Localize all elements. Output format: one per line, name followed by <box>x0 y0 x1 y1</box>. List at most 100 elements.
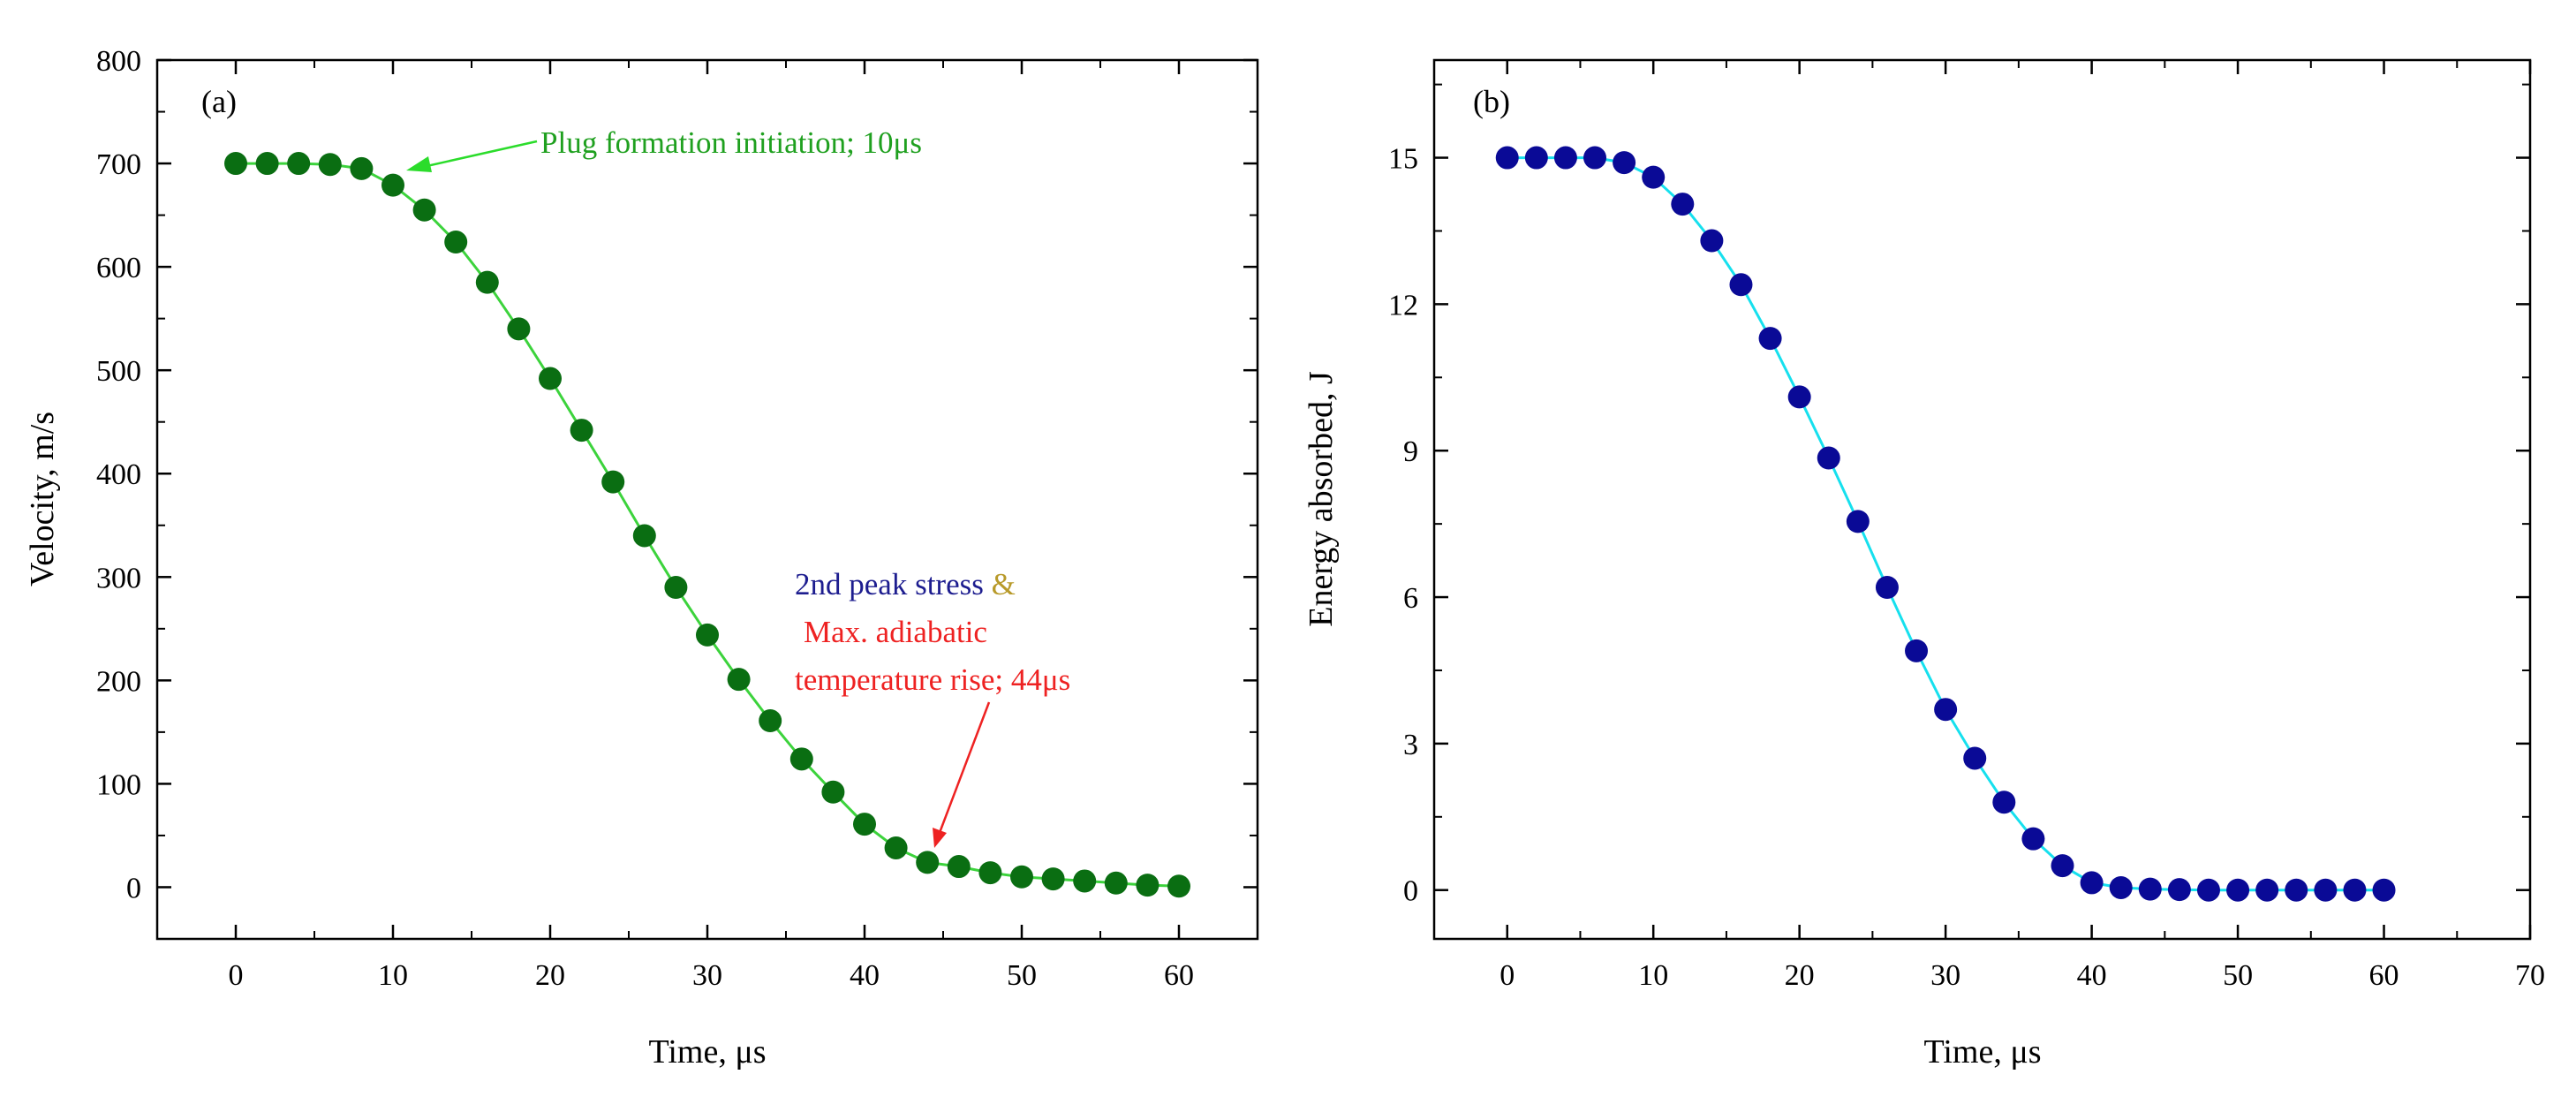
data-point <box>1934 698 1958 722</box>
data-point <box>2314 878 2338 902</box>
x-tick-label: 50 <box>1007 959 1037 992</box>
x-tick-label: 60 <box>2369 959 2399 992</box>
data-point <box>1729 273 1753 297</box>
data-point <box>2138 877 2162 901</box>
series-line <box>1507 156 2384 892</box>
data-point <box>507 317 531 341</box>
data-point <box>2021 827 2045 851</box>
panel-b-xlabel: Time, μs <box>1923 1033 2041 1071</box>
annotation-temperature-rise: temperature rise; 44μs <box>795 662 1070 697</box>
data-point <box>789 747 813 771</box>
data-point <box>2255 878 2279 902</box>
x-tick-label: 40 <box>850 959 880 992</box>
annotation-arrow-temperature <box>936 701 991 838</box>
data-point <box>2285 878 2308 902</box>
data-point <box>1700 229 1724 253</box>
data-point <box>255 152 279 176</box>
x-tick-label: 30 <box>1930 959 1960 992</box>
panel-a-annotations: Plug formation initiation; 10μs 2nd peak… <box>406 125 1070 848</box>
panel-a-points <box>224 152 1190 898</box>
x-tick-label: 10 <box>378 959 408 992</box>
data-point <box>350 156 374 180</box>
x-tick-label: 0 <box>1500 959 1515 992</box>
data-point <box>1758 327 1782 351</box>
data-point <box>539 367 562 390</box>
y-tick-label: 3 <box>1403 729 1418 761</box>
y-tick-label: 700 <box>96 148 141 181</box>
annotation-ampersand: & <box>992 567 1016 601</box>
y-tick-label: 400 <box>96 458 141 491</box>
data-point <box>381 173 404 197</box>
data-point <box>1104 871 1128 895</box>
data-point <box>884 836 908 859</box>
data-point <box>1671 193 1695 216</box>
data-point <box>224 152 247 176</box>
annotation-plug-formation: Plug formation initiation; 10μs <box>540 125 922 160</box>
annotation-max-adiabatic: Max. adiabatic <box>804 615 987 649</box>
data-point <box>318 153 342 177</box>
x-tick-label: 50 <box>2223 959 2253 992</box>
data-point <box>696 623 719 647</box>
data-point <box>1553 146 1577 170</box>
data-point <box>2372 878 2396 902</box>
data-point <box>632 524 656 548</box>
data-point <box>1992 791 2016 814</box>
data-point <box>1817 446 1840 470</box>
data-point <box>2167 878 2191 902</box>
panel-b: 0 10 20 30 40 50 60 70 0 3 6 9 12 15 (b) Time, μs Ene… <box>1303 58 2545 1071</box>
data-point <box>2226 878 2250 902</box>
data-point <box>2080 871 2104 895</box>
data-point <box>412 198 436 222</box>
panel-b-curve <box>1507 156 2384 892</box>
data-point <box>287 152 311 176</box>
data-point <box>444 231 468 254</box>
data-point <box>1583 146 1607 170</box>
annotation-arrowhead-plug-formation <box>406 156 432 172</box>
data-point <box>601 470 625 494</box>
data-point <box>1073 869 1097 893</box>
series-line <box>236 162 1180 888</box>
data-point <box>2109 875 2133 899</box>
x-tick-label: 70 <box>2515 959 2545 992</box>
y-tick-label: 100 <box>96 768 141 801</box>
y-tick-label: 500 <box>96 355 141 388</box>
data-point <box>1642 165 1666 189</box>
data-point <box>2196 878 2220 902</box>
panel-a-xlabel: Time, μs <box>648 1033 766 1071</box>
y-tick-label: 0 <box>1403 875 1418 908</box>
data-point <box>475 270 499 294</box>
data-point <box>1613 151 1636 175</box>
data-point <box>1524 146 1548 170</box>
annotation-peak-stress: 2nd peak stress <box>795 567 992 601</box>
y-tick-label: 6 <box>1403 582 1418 615</box>
data-point <box>759 709 782 733</box>
data-point <box>978 861 1002 885</box>
y-tick-label: 9 <box>1403 435 1418 468</box>
data-point <box>570 419 593 443</box>
y-tick-label: 800 <box>96 45 141 78</box>
annotation-arrowhead-temperature <box>933 828 947 848</box>
y-tick-label: 12 <box>1388 289 1418 322</box>
data-point <box>1787 385 1811 409</box>
annotation-peak-stress-line: 2nd peak stress & <box>795 567 1016 601</box>
x-tick-label: 20 <box>1785 959 1815 992</box>
data-point <box>1041 867 1065 891</box>
panel-a-ylabel: Velocity, m/s <box>24 412 61 586</box>
data-point <box>1010 865 1033 889</box>
annotation-arrow-plug-formation <box>414 140 538 170</box>
x-tick-label: 40 <box>2077 959 2107 992</box>
x-tick-label: 30 <box>692 959 722 992</box>
data-point <box>1905 639 1929 662</box>
data-point <box>947 855 971 879</box>
data-point <box>853 813 876 836</box>
panel-a-curve <box>236 162 1180 888</box>
x-tick-label: 60 <box>1164 959 1194 992</box>
x-tick-label: 0 <box>229 959 244 992</box>
data-point <box>727 668 751 692</box>
data-point <box>664 576 688 599</box>
data-point <box>1846 510 1870 533</box>
data-point <box>1875 576 1899 599</box>
